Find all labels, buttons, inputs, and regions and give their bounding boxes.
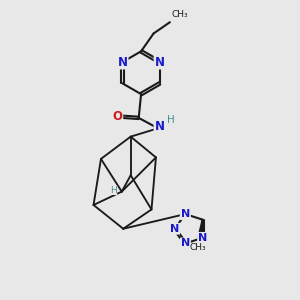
- Text: N: N: [154, 56, 165, 68]
- Text: CH₃: CH₃: [190, 244, 206, 253]
- Text: H: H: [167, 115, 175, 125]
- Text: N: N: [198, 233, 207, 243]
- Text: N: N: [118, 56, 128, 68]
- Text: N: N: [181, 209, 190, 219]
- Text: O: O: [112, 110, 122, 123]
- Text: N: N: [154, 120, 164, 133]
- Text: H: H: [110, 186, 117, 195]
- Text: CH₃: CH₃: [171, 10, 188, 19]
- Text: N: N: [181, 238, 190, 248]
- Text: N: N: [170, 224, 179, 234]
